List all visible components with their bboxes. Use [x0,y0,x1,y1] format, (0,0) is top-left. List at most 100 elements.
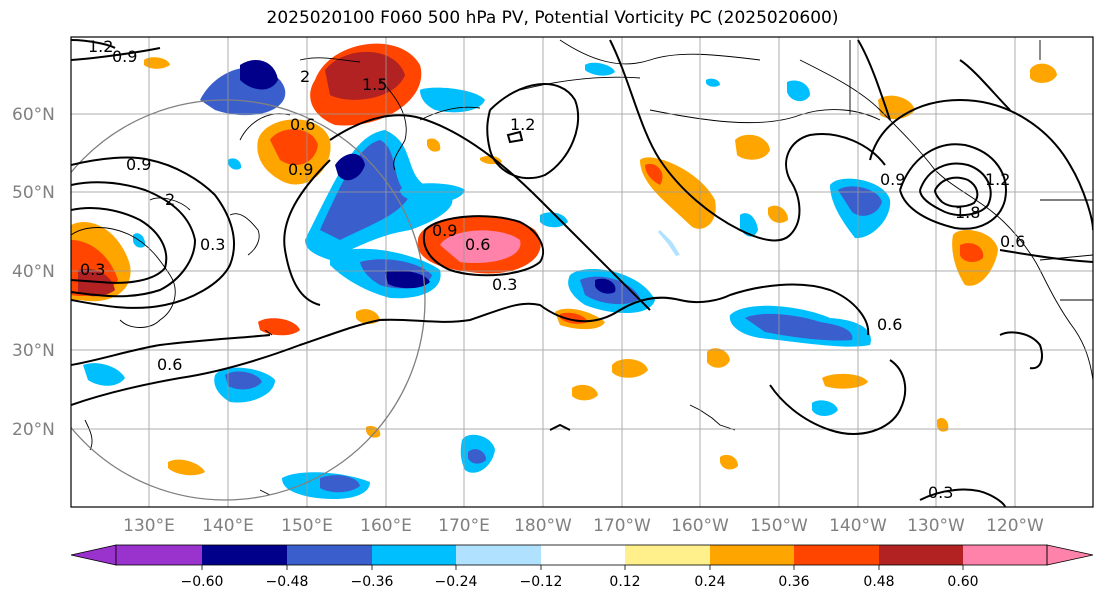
anomaly-region [427,138,441,152]
colorbar-segment [456,545,541,565]
colorbar: −0.60 −0.48 −0.36 −0.24 −0.12 0.12 0.24 … [70,544,1094,590]
colorbar-tick-label: 0.36 [778,574,809,590]
colorbar-tick-label: −0.60 [181,574,224,590]
contour-label: 1.8 [955,203,980,222]
map-area: 1.2 0.9 0.6 0.3 0.9 2 0.3 0.6 0.9 0.6 0.… [71,37,1093,507]
contour-label: 0.6 [465,235,490,254]
asia-coastline [71,57,407,328]
anomaly-region [768,205,788,223]
lon-label: 150°W [750,516,808,536]
anomaly-region [356,309,380,324]
anomaly-region [787,80,810,102]
colorbar-segment [879,545,963,565]
colorbar-segment [794,545,879,565]
colorbar-segment [116,545,202,565]
colorbar-tick-label: 0.48 [863,574,894,590]
contour-label: 0.3 [80,260,105,279]
anomaly-region [658,230,680,256]
colorbar-segment [541,545,625,565]
lon-label: 130°W [907,516,965,536]
lat-label: 50°N [12,183,55,203]
aleutian-chain [419,76,881,124]
colorbar-tick-label: 0.24 [694,574,725,590]
lat-label: 20°N [12,420,55,440]
pv-contour [609,39,886,242]
anomaly-region [540,212,568,228]
map-title: 2025020100 F060 500 hPa PV, Potential Vo… [266,8,839,28]
pv-contour [919,162,992,217]
pv-contour [899,143,1007,230]
anomaly-region [612,358,648,378]
lon-label: 120°W [986,516,1044,536]
lon-label: 170°W [593,516,651,536]
contour-label: 0.6 [1000,232,1025,251]
lon-label: 160°E [360,516,412,536]
anomaly-region [822,373,868,389]
anomaly-region [440,230,521,264]
anomaly-region [400,183,465,204]
contour-label: 0.9 [112,47,137,66]
contour-label: 0.3 [928,483,953,502]
anomaly-region [320,140,410,240]
anomaly-region [325,51,405,100]
anomaly-region [320,475,360,493]
pv-contour [934,176,979,208]
anomaly-region [335,153,365,181]
anomaly-region [420,87,485,113]
na-border [849,40,1093,301]
pacific-islands [84,329,273,496]
colorbar-max-extension [1046,544,1094,566]
colorbar-segment [710,545,794,565]
anomaly-region [270,129,318,165]
pv-contour [919,488,1006,507]
lon-label: 140°W [829,516,887,536]
pv-contours [71,39,1093,507]
latitude-axis: 60°N 50°N 40°N 30°N 20°N [12,105,55,440]
anomaly-region [228,158,242,170]
colorbar-tick-label: 0.60 [947,574,978,590]
anomaly-region [838,186,882,216]
pv-contour [549,423,571,431]
contour-label: 0.6 [290,115,315,134]
anomaly-region [585,62,615,76]
anomaly-region [240,60,278,90]
contour-label: 1.2 [985,170,1010,189]
anomaly-region [812,400,838,416]
pv-contour [769,359,907,435]
longitude-axis: 130°E 140°E 150°E 160°E 170°E 180°W 170°… [123,516,1044,536]
anomaly-region [225,371,262,390]
anomaly-region [706,78,720,87]
contour-label: 1.2 [510,115,535,134]
anomaly-region [960,243,984,262]
colorbar-min-extension [70,544,117,566]
lon-label: 170°E [438,516,490,536]
colorbar-tick-label: −0.24 [435,574,478,590]
lat-label: 60°N [12,105,55,125]
colorbar-segment [202,545,287,565]
contour-label: 0.9 [288,160,313,179]
contour-label: 1.5 [362,75,387,94]
pv-contour [71,39,161,61]
pv-contour [71,181,197,298]
pv-contour [422,215,545,277]
contour-label: 1.2 [88,37,113,56]
positive-anomalies [71,43,1057,476]
contour-label: 0.6 [877,315,902,334]
anomaly-region [645,163,663,185]
anomaly-region [720,454,738,470]
lon-label: 140°E [202,516,254,536]
contour-label: 0.9 [432,221,457,240]
anomaly-region [258,318,300,336]
contour-label: 0.9 [880,170,905,189]
lat-label: 40°N [12,262,55,282]
pv-contour [959,59,1011,111]
lon-label: 180°W [514,516,572,536]
negative-anomalies [83,62,891,500]
pv-contour [869,98,1093,231]
colorbar-tick-label: −0.36 [351,574,394,590]
coastlines [71,39,1093,496]
pv-contour [506,130,524,144]
contour-label: 0.3 [200,235,225,254]
anomaly-region [745,313,853,341]
